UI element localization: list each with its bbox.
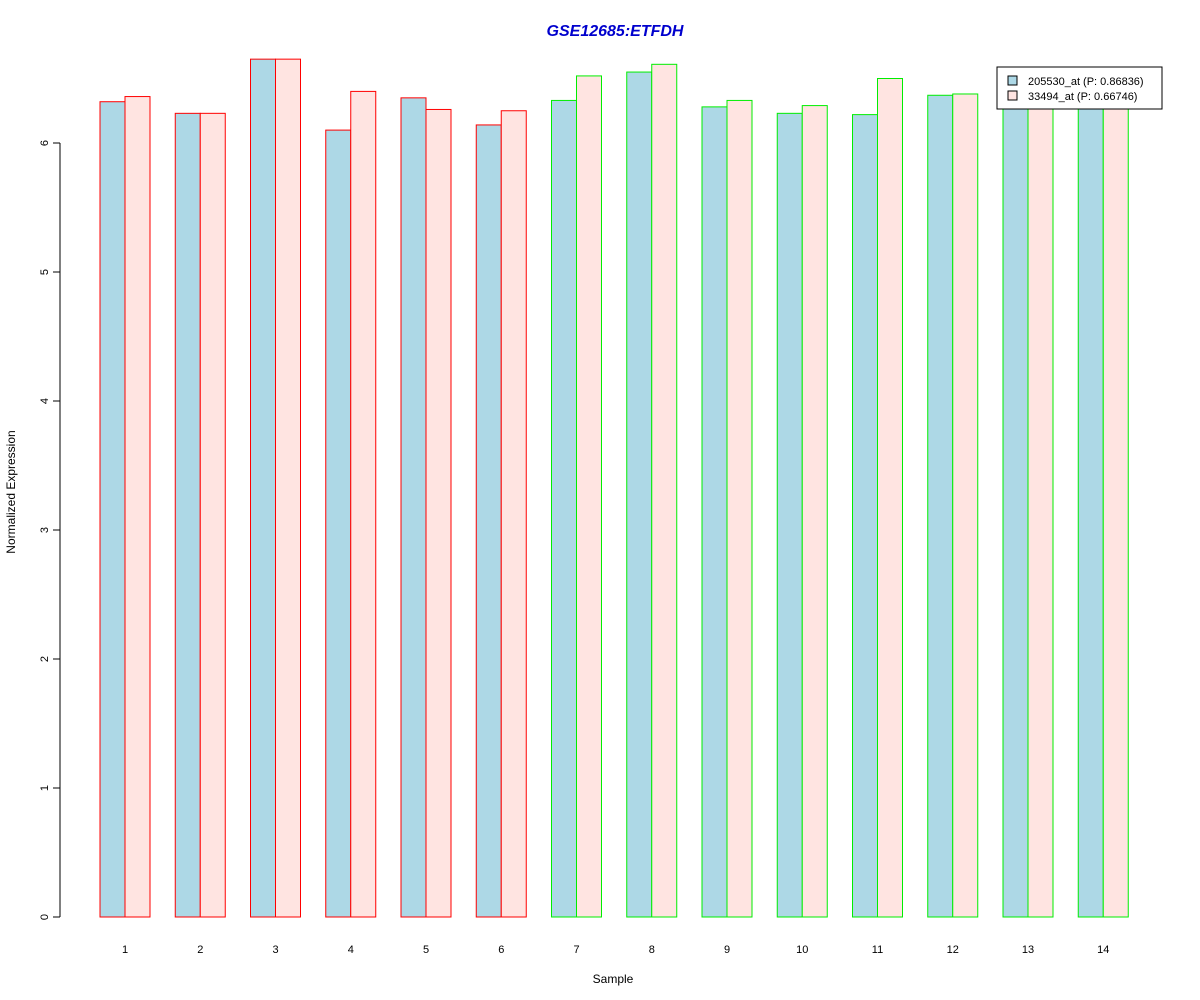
bar-sample-1-series-1	[99, 101, 126, 918]
legend-label: 205530_at (P: 0.86836)	[1028, 76, 1144, 88]
bar-sample-6-series-2	[500, 110, 527, 918]
y-tick-label: 1	[39, 785, 51, 791]
y-tick-label: 0	[39, 914, 51, 920]
legend-box	[996, 66, 1163, 110]
bar-sample-5-series-2	[425, 108, 452, 918]
bar-sample-3-series-1	[250, 58, 276, 918]
y-axis: 0 1 2 3 4 5 6	[39, 140, 61, 920]
bar-sample-3-series-2	[275, 58, 301, 918]
x-tick-label: 8	[649, 944, 655, 956]
y-axis-title: Normalized Expression	[4, 430, 18, 553]
x-tick-label: 14	[1097, 944, 1109, 956]
legend-swatch	[1007, 90, 1018, 101]
bar-sample-11-series-2	[877, 78, 903, 918]
x-axis-title: Sample	[593, 972, 634, 986]
bar-sample-2-series-2	[199, 112, 226, 918]
chart-title: GSE12685:ETFDH	[547, 23, 684, 40]
bar-sample-7-series-1	[551, 99, 577, 918]
x-tick-label: 5	[423, 944, 429, 956]
bar-sample-10-series-2	[801, 105, 828, 918]
x-tick-label: 2	[197, 944, 203, 956]
x-tick-label: 1	[122, 944, 128, 956]
x-tick-label: 9	[724, 944, 730, 956]
y-tick-label: 4	[39, 398, 51, 404]
x-tick-label: 12	[947, 944, 959, 956]
bar-sample-13-series-2	[1027, 99, 1054, 918]
bar-sample-12-series-1	[927, 94, 954, 918]
bar-sample-8-series-1	[626, 71, 653, 918]
x-tick-label: 10	[796, 944, 808, 956]
x-axis: 1 2 3 4 5 6 7 8 9 10 11 12 13 14	[122, 944, 1109, 956]
x-tick-label: 4	[348, 944, 354, 956]
x-tick-label: 3	[272, 944, 278, 956]
bar-sample-7-series-2	[576, 75, 602, 918]
bar-sample-13-series-1	[1002, 99, 1029, 918]
bar-sample-10-series-1	[776, 112, 803, 918]
bar-sample-12-series-2	[952, 93, 979, 918]
bars-layer	[99, 58, 1129, 918]
y-tick-label: 5	[39, 269, 51, 275]
bar-sample-4-series-2	[350, 90, 377, 918]
bar-sample-11-series-1	[852, 114, 878, 918]
x-tick-label: 6	[498, 944, 504, 956]
x-tick-label: 11	[872, 944, 883, 956]
bar-sample-8-series-2	[651, 63, 678, 918]
y-tick-label: 3	[39, 527, 51, 533]
x-tick-label: 7	[573, 944, 579, 956]
bar-sample-2-series-1	[174, 112, 201, 918]
x-tick-label: 13	[1022, 944, 1034, 956]
legend-swatch	[1007, 75, 1018, 86]
bar-sample-6-series-1	[475, 124, 502, 918]
legend: 205530_at (P: 0.86836) 33494_at (P: 0.667…	[996, 66, 1163, 110]
bar-sample-9-series-2	[726, 99, 753, 918]
bar-sample-14-series-2	[1102, 99, 1129, 918]
y-tick-label: 6	[39, 140, 51, 146]
bar-sample-1-series-2	[124, 96, 151, 918]
bar-sample-9-series-1	[701, 106, 728, 918]
y-tick-label: 2	[39, 656, 51, 662]
bar-sample-4-series-1	[325, 129, 352, 918]
legend-label: 33494_at (P: 0.66746)	[1028, 91, 1137, 103]
bar-sample-14-series-1	[1077, 99, 1104, 918]
bar-sample-5-series-1	[400, 97, 427, 918]
